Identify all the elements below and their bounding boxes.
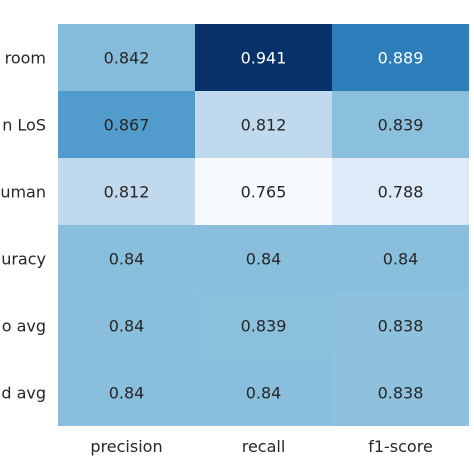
cell-value-r0-c2: 0.889	[378, 49, 424, 68]
column-label-0: precision	[90, 437, 162, 456]
cell-value-r3-c1: 0.84	[246, 250, 282, 269]
heatmap-cell-r0-c0	[58, 24, 195, 91]
cell-value-r3-c2: 0.84	[383, 250, 419, 269]
heatmap-cell-r4-c0	[58, 292, 195, 359]
cell-value-r0-c0: 0.842	[104, 49, 150, 68]
cell-value-r5-c2: 0.838	[378, 384, 424, 403]
cell-value-r5-c0: 0.84	[109, 384, 145, 403]
column-label-2: f1-score	[368, 437, 433, 456]
heatmap-cell-r5-c0	[58, 359, 195, 426]
cell-value-r4-c0: 0.84	[109, 317, 145, 336]
row-label-5: d avg	[1, 384, 46, 403]
heatmap-cell-r3-c2	[332, 225, 469, 292]
row-label-2: uman	[0, 183, 46, 202]
cell-value-r3-c0: 0.84	[109, 250, 145, 269]
row-tick-labels: room n LoS uman uracy o avg d avg	[0, 49, 46, 403]
heatmap-cell-r2-c1	[195, 158, 332, 225]
cell-value-r4-c1: 0.839	[241, 317, 287, 336]
heatmap-cell-r4-c1	[195, 292, 332, 359]
column-label-1: recall	[242, 437, 286, 456]
heatmap-cell-r1-c0	[58, 91, 195, 158]
cell-value-r0-c1: 0.941	[241, 49, 287, 68]
cell-value-r4-c2: 0.838	[378, 317, 424, 336]
cell-value-r1-c0: 0.867	[104, 116, 150, 135]
heatmap-cell-r5-c2	[332, 359, 469, 426]
heatmap-cell-r1-c1	[195, 91, 332, 158]
row-label-0: room	[5, 49, 46, 68]
column-tick-labels: precision recall f1-score	[90, 437, 432, 456]
cell-value-r2-c0: 0.812	[104, 183, 150, 202]
heatmap-cell-r2-c2	[332, 158, 469, 225]
cell-value-r1-c1: 0.812	[241, 116, 287, 135]
cell-value-r1-c2: 0.839	[378, 116, 424, 135]
heatmap-cell-r4-c2	[332, 292, 469, 359]
row-label-3: uracy	[1, 250, 46, 269]
heatmap-cell-r0-c1	[195, 24, 332, 91]
heatmap-cell-labels: 0.842 0.941 0.889 0.867 0.812 0.839 0.812 0.765…	[104, 49, 424, 403]
heatmap-cell-r5-c1	[195, 359, 332, 426]
row-label-4: o avg	[2, 317, 46, 336]
heatmap-cell-r3-c0	[58, 225, 195, 292]
cell-value-r2-c2: 0.788	[378, 183, 424, 202]
heatmap-cell-r1-c2	[332, 91, 469, 158]
cell-value-r5-c1: 0.84	[246, 384, 282, 403]
cell-value-r2-c1: 0.765	[241, 183, 287, 202]
heatmap-cell-r3-c1	[195, 225, 332, 292]
row-label-1: n LoS	[2, 116, 46, 135]
heatmap-cells	[58, 24, 469, 426]
heatmap-cell-r0-c2	[332, 24, 469, 91]
heatmap-cell-r2-c0	[58, 158, 195, 225]
